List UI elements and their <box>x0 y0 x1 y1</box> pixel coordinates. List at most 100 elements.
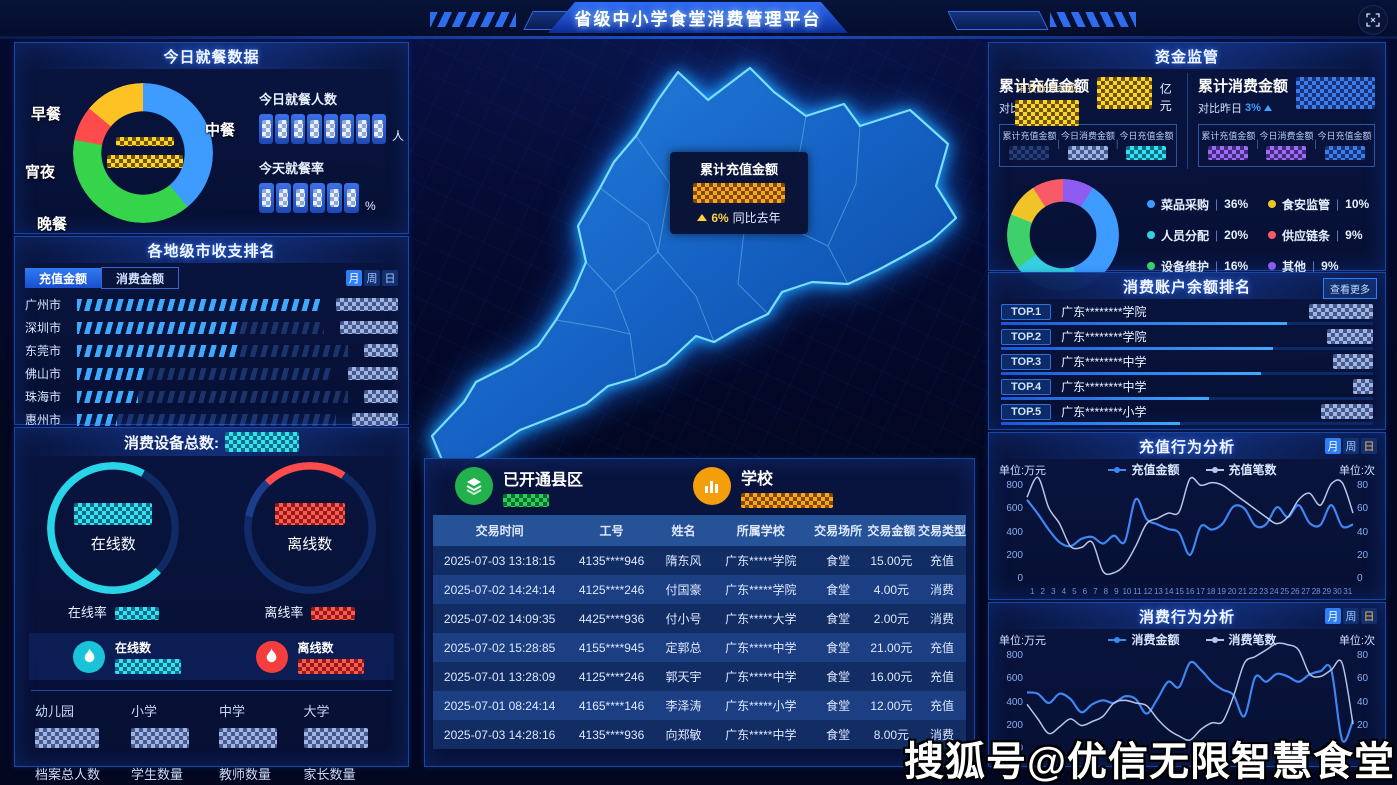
tab-consume-amount[interactable]: 消费金额 <box>101 267 180 289</box>
view-more-button[interactable]: 查看更多 <box>1323 278 1377 299</box>
period-week[interactable]: 周 <box>1343 438 1359 454</box>
city-bar-track <box>77 344 356 357</box>
fund-sub-item: 今日充值金额 <box>1119 129 1173 160</box>
axis-tick: 0 <box>1357 743 1363 754</box>
fund-legend-label: 设备维护 <box>1161 259 1210 274</box>
period-month[interactable]: 月 <box>1325 438 1341 454</box>
digit-censored <box>293 120 303 138</box>
cell-place: 食堂 <box>826 699 851 713</box>
digit-unit: 人 <box>392 129 405 143</box>
tooltip-value-censored <box>693 183 785 203</box>
period-day[interactable]: 日 <box>382 270 398 286</box>
rank-school-name: 广东********小学 <box>1061 405 1147 419</box>
axis-tick: 0 <box>1017 573 1023 584</box>
cell-time: 2025-07-02 15:28:85 <box>443 640 556 655</box>
offline-count-censored <box>274 502 345 525</box>
city-bar-row: 佛山市 <box>25 362 398 385</box>
bar-chart-icon <box>693 467 732 505</box>
rank-bar-track <box>1001 422 1373 425</box>
digit-chip <box>259 183 274 213</box>
title-plate: 省级中小学食堂消费管理平台 <box>548 2 848 33</box>
city-bar-fill <box>77 344 239 357</box>
cell-type: 充值 <box>929 641 954 655</box>
city-bar-fill <box>77 413 118 426</box>
period-day[interactable]: 日 <box>1361 608 1377 624</box>
consume-line-chart <box>1026 642 1354 743</box>
schools-group: 学校 <box>693 465 834 508</box>
offline-legend: 离线数 <box>212 639 395 674</box>
table-row: 2025-07-03 13:18:15 4135****946 隋东风 广东*****… <box>433 546 966 575</box>
sub-separator: | <box>1256 139 1259 150</box>
x-tick: 25 <box>1280 587 1290 597</box>
digit-unit: % <box>365 199 376 213</box>
rank-chip: TOP.4 <box>1001 378 1052 395</box>
city-bar-fill <box>77 390 139 403</box>
cell-amount: 15.00元 <box>870 554 913 568</box>
period-month[interactable]: 月 <box>346 270 362 286</box>
city-name: 广州市 <box>25 298 62 312</box>
city-value-censored <box>336 298 398 311</box>
digit-censored <box>347 189 356 207</box>
period-month[interactable]: 月 <box>1325 608 1341 624</box>
cell-amount: 8.00元 <box>873 728 910 742</box>
legend-dot-icon <box>1147 262 1155 270</box>
period-week[interactable]: 周 <box>1343 608 1359 624</box>
city-name: 深圳市 <box>25 321 62 335</box>
cell-type: 消费 <box>929 612 954 626</box>
watermark: 搜狐号@优信无限智慧食堂 <box>903 740 1395 784</box>
legend-consume-count: 消费笔数 <box>1205 631 1277 648</box>
th-place: 交易场所 <box>814 524 863 538</box>
consume-yticks-right: 80 60 40 20 0 <box>1353 650 1377 768</box>
legend-dot-icon <box>1147 200 1155 208</box>
city-bar-fill <box>77 298 321 311</box>
digit-censored <box>279 189 288 207</box>
cell-name: 隋东风 <box>665 554 702 568</box>
axis-tick: 80 <box>1357 650 1369 661</box>
dining-donut-center-censored <box>95 133 195 169</box>
cell-id: 4125****246 <box>578 669 645 684</box>
table-row: 2025-07-01 08:24:14 4165****146 李泽涛 广东*****… <box>433 691 966 720</box>
cell-time: 2025-07-03 13:18:15 <box>443 553 556 568</box>
device-stat: 大学 <box>303 701 389 748</box>
digit-chip <box>355 114 370 144</box>
digit-chip <box>275 114 290 144</box>
offline-rate-censored <box>311 607 356 621</box>
cell-amount: 4.00元 <box>873 583 910 597</box>
city-bar-row: 惠州市 <box>25 408 398 431</box>
device-stat-value-censored <box>35 728 99 748</box>
city-value-censored <box>364 390 398 403</box>
x-tick: 10 <box>1122 587 1132 597</box>
digit-censored <box>330 189 339 207</box>
fund-legend-label: 食安监管 <box>1282 197 1331 212</box>
series-充值笔数 <box>1026 476 1354 576</box>
axis-tick: 800 <box>1006 480 1023 491</box>
city-bar-row: 深圳市 <box>25 316 398 339</box>
period-day[interactable]: 日 <box>1361 438 1377 454</box>
header-plate-right <box>947 11 1049 30</box>
axis-tick: 800 <box>1006 650 1023 661</box>
tooltip-delta-suffix: 同比去年 <box>732 211 781 225</box>
fund-legend-item: 设备维护 | 16% <box>1147 258 1264 275</box>
panel-recharge-analysis: 充值行为分析 月 周 日 单位:万元 充值金额 充值笔数 单位:次 800 600… <box>988 432 1386 600</box>
fullscreen-icon[interactable] <box>1359 6 1387 34</box>
axis-tick: 600 <box>1006 503 1023 515</box>
dining-people-value: 人 <box>259 114 404 144</box>
tab-recharge-amount[interactable]: 充值金额 <box>25 268 102 288</box>
cell-time: 2025-07-02 14:24:14 <box>443 582 556 597</box>
cell-type: 消费 <box>929 583 954 597</box>
cell-time: 2025-07-02 14:09:35 <box>443 611 556 626</box>
device-stat: 家长数量 <box>304 764 389 785</box>
x-tick: 1 <box>1030 587 1035 597</box>
x-tick: 28 <box>1311 587 1321 597</box>
device-stat: 档案总人数 <box>35 764 131 785</box>
digit-censored <box>261 120 271 138</box>
cell-name: 向郑敏 <box>665 728 702 742</box>
fund-legend-pct: 9% <box>1345 228 1363 242</box>
tooltip-delta: 6% <box>711 210 729 225</box>
device-stat: 教师数量 <box>219 764 304 785</box>
device-stat: 学生数量 <box>131 764 219 785</box>
fund-legend-label: 供应链条 <box>1282 228 1331 243</box>
cell-name: 李泽涛 <box>665 699 702 713</box>
period-week[interactable]: 周 <box>364 270 380 286</box>
